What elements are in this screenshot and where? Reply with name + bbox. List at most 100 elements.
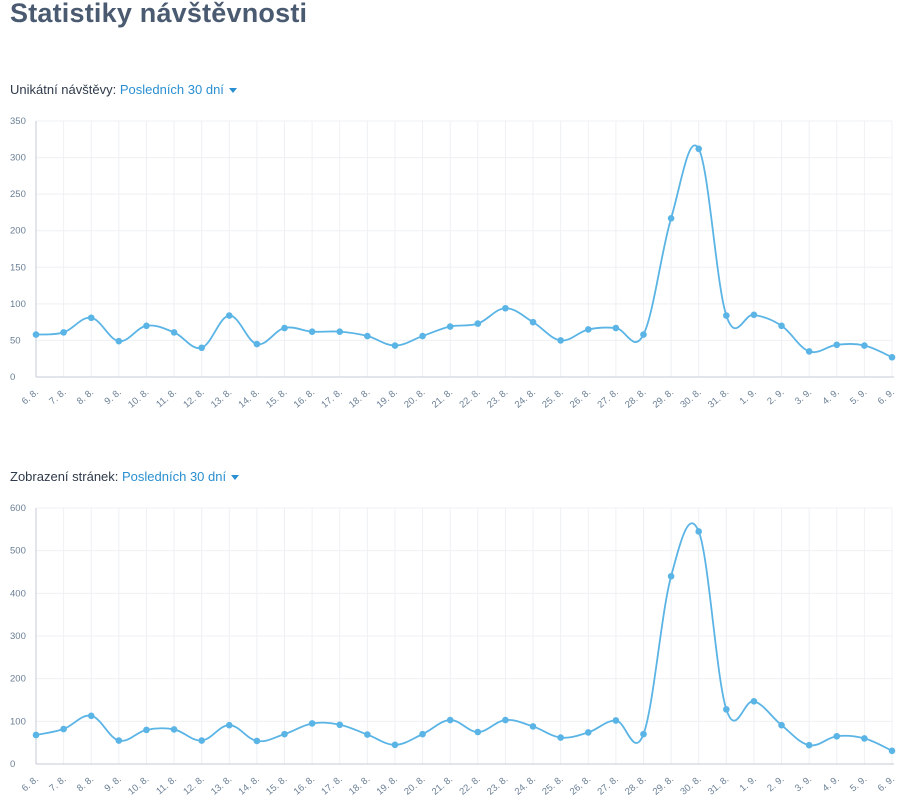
data-point[interactable] <box>861 735 868 742</box>
data-point[interactable] <box>529 318 537 326</box>
data-point[interactable] <box>336 721 344 729</box>
x-tick-label: 14. 8. <box>237 387 262 411</box>
pageviews-period-dropdown[interactable]: Posledních 30 dní <box>122 469 240 484</box>
data-point[interactable] <box>391 342 399 349</box>
x-tick-label: 29. 8. <box>651 774 676 798</box>
data-point[interactable] <box>502 716 509 724</box>
data-point[interactable] <box>612 717 620 724</box>
x-tick-label: 10. 8. <box>126 774 151 798</box>
x-tick-label: 7. 8. <box>47 774 68 794</box>
data-point[interactable] <box>888 353 896 361</box>
x-tick-label: 6. 9. <box>876 774 897 794</box>
data-point[interactable] <box>474 320 482 327</box>
data-point[interactable] <box>446 716 454 724</box>
data-point[interactable] <box>60 329 67 336</box>
data-point[interactable] <box>281 730 288 738</box>
y-tick-label: 150 <box>10 262 26 273</box>
x-tick-label: 28. 8. <box>623 387 648 411</box>
x-tick-label: 30. 8. <box>678 774 703 798</box>
data-point[interactable] <box>391 741 399 749</box>
data-point[interactable] <box>143 322 150 330</box>
data-point[interactable] <box>253 737 261 745</box>
data-point[interactable] <box>115 337 123 345</box>
data-point[interactable] <box>778 721 785 729</box>
data-point[interactable] <box>308 328 316 335</box>
data-point[interactable] <box>723 312 730 319</box>
data-point[interactable] <box>225 312 233 319</box>
x-tick-label: 19. 8. <box>375 774 400 798</box>
x-tick-label: 28. 8. <box>623 774 648 798</box>
data-point[interactable] <box>32 731 40 739</box>
data-point[interactable] <box>695 528 703 535</box>
data-point[interactable] <box>750 697 758 705</box>
x-tick-label: 18. 8. <box>347 774 372 798</box>
visits-period-dropdown[interactable]: Posledních 30 dní <box>120 82 237 97</box>
x-tick-label: 17. 8. <box>319 387 344 411</box>
visits-label: Unikátní návštěvy: <box>10 82 117 97</box>
data-point[interactable] <box>805 741 813 749</box>
data-point[interactable] <box>557 337 564 344</box>
data-point[interactable] <box>253 340 261 348</box>
data-point[interactable] <box>446 323 454 330</box>
data-point[interactable] <box>695 145 703 153</box>
data-point[interactable] <box>833 341 841 349</box>
data-point[interactable] <box>584 729 592 736</box>
data-point[interactable] <box>888 747 896 755</box>
data-point[interactable] <box>805 348 813 355</box>
x-tick-label: 21. 8. <box>430 387 455 411</box>
data-point[interactable] <box>861 342 868 349</box>
data-point[interactable] <box>419 730 426 738</box>
data-point[interactable] <box>87 314 95 322</box>
data-point[interactable] <box>170 726 178 733</box>
data-point[interactable] <box>833 732 841 740</box>
x-tick-label: 6. 8. <box>20 774 41 794</box>
data-point[interactable] <box>364 731 371 738</box>
data-point[interactable] <box>170 329 178 336</box>
data-point[interactable] <box>60 725 67 733</box>
x-tick-label: 1. 9. <box>738 387 759 407</box>
y-tick-label: 400 <box>10 588 26 599</box>
data-point[interactable] <box>723 706 730 713</box>
x-tick-label: 11. 8. <box>154 774 179 797</box>
y-tick-label: 100 <box>10 299 26 310</box>
x-tick-label: 2. 9. <box>765 774 786 794</box>
data-point[interactable] <box>667 572 675 580</box>
x-tick-label: 16. 8. <box>292 774 317 798</box>
data-point[interactable] <box>198 737 205 744</box>
data-point[interactable] <box>474 728 482 736</box>
y-tick-label: 600 <box>10 503 26 514</box>
data-point[interactable] <box>667 214 675 222</box>
data-point[interactable] <box>419 332 426 340</box>
data-point[interactable] <box>308 720 316 727</box>
x-tick-label: 25. 8. <box>540 387 565 411</box>
data-point[interactable] <box>225 721 233 729</box>
data-point[interactable] <box>640 730 647 738</box>
data-point[interactable] <box>32 331 40 338</box>
y-tick-label: 300 <box>10 153 26 164</box>
data-point[interactable] <box>640 331 647 338</box>
x-tick-label: 10. 8. <box>126 387 151 411</box>
page-title: Statistiky návštěvnosti <box>10 0 308 28</box>
data-point[interactable] <box>612 324 620 332</box>
data-point[interactable] <box>778 322 785 330</box>
data-point[interactable] <box>584 326 592 333</box>
data-point[interactable] <box>502 304 509 312</box>
y-tick-label: 0 <box>10 372 15 383</box>
data-point[interactable] <box>750 311 758 319</box>
data-point[interactable] <box>281 324 288 332</box>
data-point[interactable] <box>198 344 205 352</box>
data-point[interactable] <box>529 723 537 730</box>
x-tick-label: 19. 8. <box>375 387 400 411</box>
data-point[interactable] <box>115 737 123 744</box>
data-point[interactable] <box>336 328 344 335</box>
data-point[interactable] <box>557 734 564 741</box>
x-tick-label: 18. 8. <box>347 387 372 411</box>
x-tick-label: 8. 8. <box>75 774 96 794</box>
caret-down-icon <box>231 474 240 480</box>
data-point[interactable] <box>143 726 150 734</box>
x-tick-label: 26. 8. <box>568 774 593 798</box>
x-tick-label: 27. 8. <box>596 387 621 411</box>
data-point[interactable] <box>87 712 95 720</box>
data-point[interactable] <box>364 332 371 340</box>
